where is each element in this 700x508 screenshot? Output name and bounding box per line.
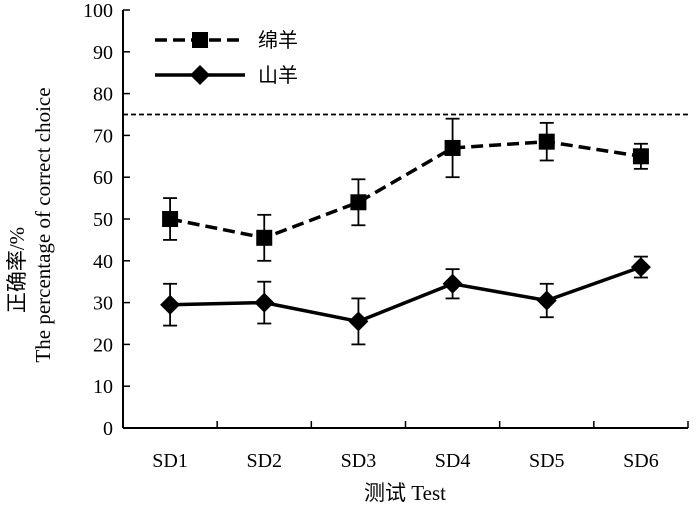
legend-item-1: 绵羊 [155, 29, 298, 52]
series-line [169, 139, 642, 240]
y-tick-label: 20 [93, 334, 113, 356]
x-tick-label: SD2 [246, 450, 282, 472]
x-axis-title: 测试 Test [364, 481, 446, 505]
data-point-diamond [536, 290, 557, 311]
data-point-square [256, 229, 273, 246]
series-line [170, 265, 642, 324]
legend-marker-diamond [190, 65, 210, 85]
y-axis-title-cn: 正确率/% [5, 227, 29, 313]
x-tick-label: SD6 [623, 450, 659, 472]
legend-item-2: 山羊 [155, 64, 298, 87]
x-tick-label: SD1 [152, 450, 188, 472]
y-axis-title-en: The percentage of correct choice [31, 87, 55, 362]
series-2 [160, 255, 651, 346]
data-point-square [444, 139, 461, 156]
data-point-square [350, 194, 367, 211]
legend-label: 绵羊 [258, 29, 298, 52]
legend-marker-square [192, 32, 208, 48]
y-tick-label: 100 [83, 0, 113, 22]
data-point-square [632, 148, 649, 165]
y-tick-label: 70 [93, 125, 113, 147]
y-tick-label: 80 [93, 84, 113, 106]
legend-label: 山羊 [258, 64, 298, 87]
data-point-square [162, 211, 179, 227]
x-tick-label: SD3 [341, 450, 377, 472]
data-point-diamond [442, 273, 463, 294]
series-1 [162, 117, 649, 262]
y-tick-label: 10 [93, 376, 113, 398]
y-tick-label: 90 [93, 42, 113, 64]
y-tick-label: 60 [93, 167, 113, 189]
data-point-square [538, 133, 555, 150]
series-layer [160, 117, 651, 346]
y-tick-label: 50 [93, 209, 113, 231]
axes: 0 10 20 30 40 50 60 70 80 90 100 SD1 SD2 SD3 SD4 SD5 SD6 [83, 0, 689, 472]
x-tick-label: SD4 [435, 450, 471, 472]
data-point-diamond [348, 311, 369, 332]
y-tick-label: 0 [103, 418, 113, 440]
data-point-diamond [160, 294, 181, 315]
data-point-diamond [630, 257, 651, 278]
data-point-diamond [254, 292, 275, 313]
y-tick-label: 40 [93, 251, 113, 273]
y-tick-label: 30 [93, 293, 113, 315]
x-tick-label: SD5 [529, 450, 565, 472]
